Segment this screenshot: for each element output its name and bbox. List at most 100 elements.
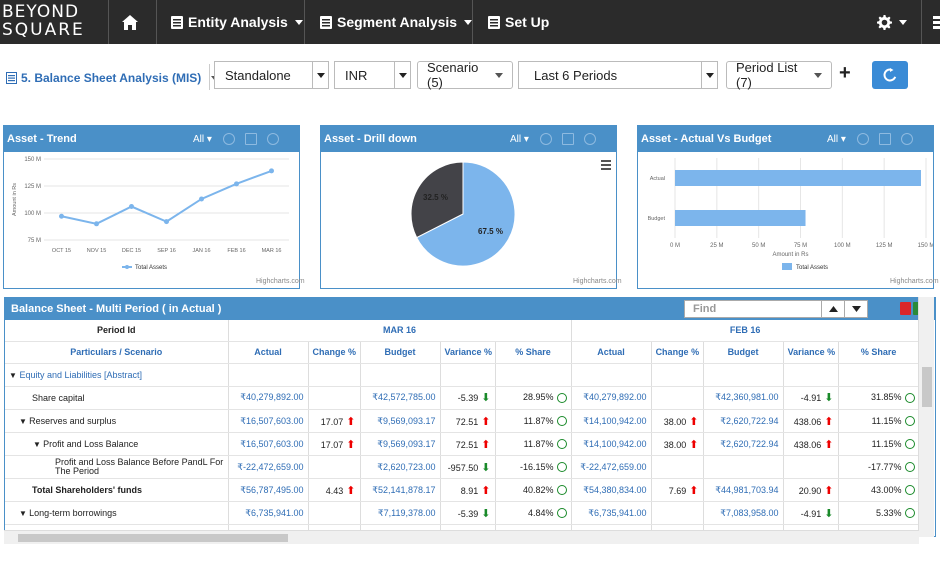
nav-entity-analysis[interactable]: Entity Analysis — [171, 11, 303, 33]
x-tick-label: 50 M — [752, 243, 765, 249]
collapse-icon[interactable]: ▼ — [9, 370, 17, 380]
bell-icon[interactable] — [267, 133, 279, 145]
bell-icon[interactable] — [584, 133, 596, 145]
brand-line2: SQUARE — [2, 20, 85, 40]
col-actual[interactable]: Actual — [571, 341, 652, 364]
col-share[interactable]: % Share — [495, 341, 572, 364]
export-icon[interactable] — [562, 133, 574, 145]
collapse-icon[interactable]: ▼ — [19, 509, 30, 518]
table-row[interactable]: ▼ Reserves and surplus ₹16,507,603.00 17.0… — [5, 409, 920, 433]
scroll-thumb[interactable] — [922, 367, 932, 407]
col-variance[interactable]: Variance % — [783, 341, 839, 364]
horizontal-scrollbar[interactable] — [4, 530, 919, 544]
col-change[interactable]: Change % — [651, 341, 704, 364]
report-selector[interactable]: 5. Balance Sheet Analysis (MIS) — [6, 71, 220, 85]
panel-tools — [223, 133, 279, 145]
menu-button[interactable] — [933, 11, 940, 33]
particulars-header[interactable]: Particulars / Scenario — [5, 341, 229, 364]
legend-swatch — [782, 263, 792, 270]
col-budget[interactable]: Budget — [360, 341, 441, 364]
arrow-up-icon: ⬆ — [821, 484, 834, 497]
x-tick-label: DEC 15 — [122, 248, 141, 254]
panel-header: Asset - Drill down All ▾ — [321, 126, 616, 152]
grid-title: Balance Sheet - Multi Period ( in Actual… — [11, 303, 222, 315]
filter-dropdown[interactable]: All ▾ — [827, 133, 846, 145]
add-icon[interactable]: + — [839, 62, 851, 84]
budget-cell: ₹2,620,723.00 — [360, 455, 441, 479]
share-cell: 28.95% — [495, 386, 572, 410]
col-change[interactable]: Change % — [308, 341, 361, 364]
data-point — [59, 213, 64, 219]
periods-select[interactable]: Last 6 Periods — [518, 61, 718, 89]
asset-trend-panel: Asset - Trend All ▾ 150 M 125 M 100 M 75 M O… — [3, 125, 305, 289]
nav-setup[interactable]: Set Up — [488, 11, 549, 33]
period-list-dropdown[interactable]: Period List (7) — [726, 60, 832, 90]
scroll-thumb[interactable] — [18, 534, 288, 542]
chart-icon[interactable] — [223, 133, 235, 145]
col-budget[interactable]: Budget — [703, 341, 784, 364]
group-row[interactable]: ▼ Equity and Liabilities [Abstract] — [5, 363, 920, 387]
panel-tools — [857, 133, 913, 145]
x-axis-label: Amount in Rs — [772, 252, 808, 258]
menu-icon — [601, 168, 611, 170]
table-row[interactable]: Profit and Loss Balance Before PandL For… — [5, 455, 920, 479]
consolidation-select[interactable]: Standalone — [214, 61, 329, 89]
arrow-up-icon: ⬆ — [343, 415, 356, 428]
menu-icon — [601, 160, 611, 162]
refresh-button[interactable] — [872, 61, 908, 89]
budget-cell: ₹42,572,785.00 — [360, 386, 441, 410]
actual-cell: ₹6,735,941.00 — [228, 501, 309, 525]
find-input[interactable]: Find — [684, 300, 822, 318]
row-label-cell: Share capital — [5, 386, 229, 410]
share-cell: 11.87% — [495, 409, 572, 433]
table-row[interactable]: ▼ Long-term borrowings ₹6,735,941.00 ₹7,11… — [5, 501, 920, 525]
col-share[interactable]: % Share — [838, 341, 920, 364]
legend-label: Total Assets — [796, 265, 828, 271]
col-actual[interactable]: Actual — [228, 341, 309, 364]
collapse-icon[interactable]: ▼ — [33, 440, 44, 449]
find-next-button[interactable] — [844, 300, 868, 318]
arrow-down-icon: ⬇ — [821, 507, 834, 520]
filter-dropdown[interactable]: All ▾ — [510, 133, 529, 145]
col-variance[interactable]: Variance % — [440, 341, 496, 364]
export-icon[interactable] — [245, 133, 257, 145]
share-cell: 11.15% — [838, 432, 920, 456]
find-prev-button[interactable] — [821, 300, 845, 318]
report-icon — [6, 72, 17, 84]
slice-label: 32.5 % — [423, 193, 448, 202]
change-cell — [651, 501, 704, 525]
brand-logo[interactable]: BEYOND SQUARE — [2, 3, 98, 41]
column-header-row: Particulars / Scenario Actual Change % B… — [5, 341, 920, 364]
collapse-icon[interactable]: ▼ — [19, 417, 30, 426]
actual-cell: ₹-22,472,659.00 — [571, 455, 652, 479]
chart-icon[interactable] — [857, 133, 869, 145]
variance-cell: -5.39 ⬇ — [440, 501, 496, 525]
row-label: Total Shareholders' funds — [32, 485, 142, 495]
nav-segment-analysis[interactable]: Segment Analysis — [320, 11, 473, 33]
vertical-scrollbar[interactable] — [918, 297, 934, 537]
share-pie-icon — [904, 439, 915, 450]
scenario-dropdown[interactable]: Scenario (5) — [417, 60, 513, 90]
settings-button[interactable] — [877, 11, 907, 33]
pdf-export-icon[interactable] — [900, 302, 911, 315]
table-row[interactable]: Share capital ₹40,279,892.00 ₹42,572,785.0… — [5, 386, 920, 410]
table-row[interactable]: Total Shareholders' funds ₹56,787,495.00 4… — [5, 478, 920, 502]
arrow-down-icon: ⬇ — [478, 461, 491, 474]
periods-value: Last 6 Periods — [534, 68, 618, 83]
panel-title: Asset - Drill down — [324, 133, 417, 145]
currency-select[interactable]: INR — [334, 61, 411, 89]
row-label: Share capital — [32, 392, 85, 403]
table-row[interactable]: ▼ Profit and Loss Balance ₹16,507,603.00 1… — [5, 432, 920, 456]
chevron-down-icon — [495, 72, 503, 78]
home-button[interactable] — [122, 11, 138, 33]
filter-dropdown[interactable]: All ▾ — [193, 133, 212, 145]
arrow-up-icon: ⬆ — [686, 415, 699, 428]
change-cell: 7.69 ⬆ — [651, 478, 704, 502]
chevron-down-icon — [294, 19, 303, 25]
bell-icon[interactable] — [901, 133, 913, 145]
chart-icon[interactable] — [540, 133, 552, 145]
data-point — [234, 181, 239, 187]
export-icon[interactable] — [879, 133, 891, 145]
x-tick-label: SEP 16 — [157, 248, 176, 254]
variance-cell: -957.50 ⬇ — [440, 455, 496, 479]
